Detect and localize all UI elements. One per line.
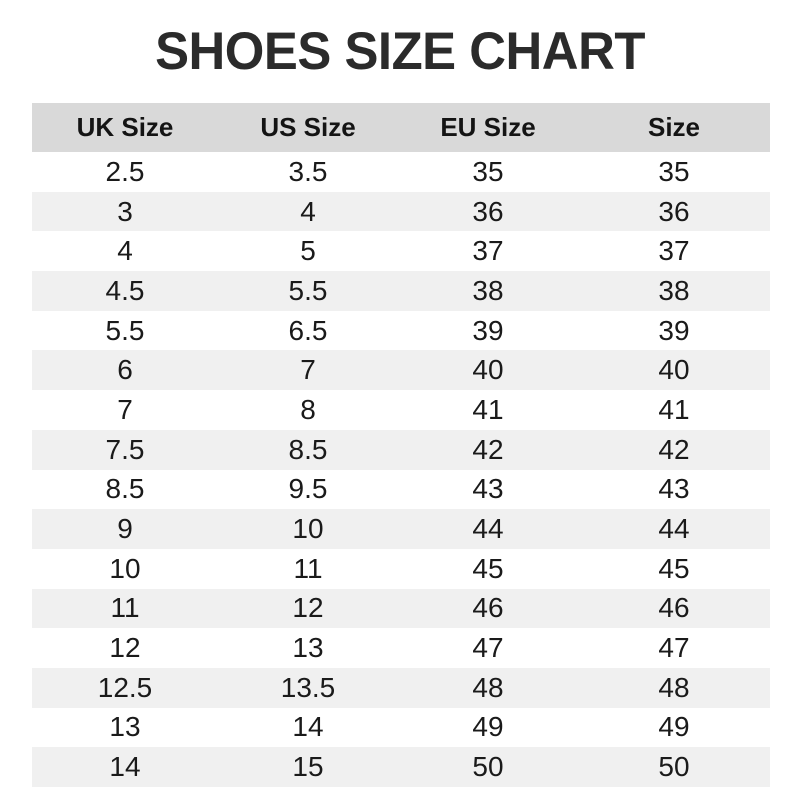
table-row: 12 13 47 47 [32, 628, 770, 668]
table-row: 7.5 8.5 42 42 [32, 429, 770, 470]
table-cell-size: 45 [658, 552, 690, 584]
table-cell-size: 35 [658, 155, 690, 187]
table-row: 3 4 36 36 [32, 191, 770, 232]
table-cell-us: 5 [300, 235, 316, 267]
table-row: 11 12 46 46 [32, 588, 770, 629]
table-cell-us: 3.5 [288, 155, 328, 187]
table-cell-uk: 6 [117, 354, 133, 386]
table-cell-uk: 4 [117, 235, 133, 267]
table-cell-uk: 11 [110, 592, 140, 624]
table-cell-size: 37 [658, 235, 690, 267]
table-cell-us: 9.5 [288, 473, 328, 505]
table-cell-size: 38 [658, 274, 690, 306]
table-row: 14 15 50 50 [32, 747, 770, 787]
column-header-us-size: US Size [260, 112, 356, 142]
table-cell-eu: 42 [472, 433, 504, 465]
table-cell-eu: 36 [472, 195, 504, 227]
table-cell-uk: 10 [109, 552, 141, 584]
page-title: SHOES SIZE CHART [155, 22, 645, 81]
table-cell-us: 8.5 [288, 433, 328, 465]
table-cell-uk: 7 [117, 393, 133, 425]
column-header-uk-size: UK Size [76, 112, 174, 142]
table-cell-uk: 14 [109, 751, 141, 783]
table-cell-eu: 47 [472, 632, 504, 664]
table-header-row: UK Size US Size EU Size Size [32, 103, 770, 152]
table-cell-size: 46 [658, 592, 690, 624]
table-cell-us: 13.5 [280, 671, 336, 703]
table-cell-size: 43 [658, 473, 690, 505]
table-cell-eu: 40 [472, 354, 504, 386]
table-cell-size: 49 [658, 711, 690, 743]
table-cell-eu: 44 [472, 513, 504, 545]
table-cell-us: 14 [292, 711, 324, 743]
column-header-size: Size [647, 112, 701, 142]
table-cell-eu: 49 [472, 711, 504, 743]
size-chart-table: UK Size US Size EU Size Size 2.5 3.5 35 35 3… [32, 103, 770, 787]
table-cell-uk: 8.5 [105, 473, 145, 505]
table-cell-us: 12 [292, 592, 324, 624]
table-cell-uk: 9 [117, 513, 133, 545]
table-cell-uk: 7.5 [105, 433, 145, 465]
table-cell-us: 7 [300, 354, 316, 386]
table-body: 2.5 3.5 35 35 3 4 36 36 4 5 37 37 4.5 5.5 38 38 5.5 6.5 39… [32, 152, 770, 787]
table-cell-size: 47 [658, 632, 690, 664]
table-cell-eu: 39 [472, 314, 504, 346]
table-cell-size: 39 [658, 314, 690, 346]
table-row: 13 14 49 49 [32, 707, 770, 748]
table-cell-us: 8 [300, 393, 316, 425]
table-row: 8.5 9.5 43 43 [32, 469, 770, 510]
table-cell-eu: 43 [472, 473, 504, 505]
table-cell-uk: 2.5 [105, 155, 145, 187]
table-cell-eu: 35 [472, 155, 504, 187]
table-cell-us: 15 [292, 751, 324, 783]
table-cell-size: 36 [658, 195, 690, 227]
table-cell-eu: 48 [472, 671, 504, 703]
table-cell-us: 11 [293, 552, 323, 584]
table-cell-eu: 41 [472, 393, 504, 425]
table-cell-uk: 13 [109, 711, 141, 743]
table-cell-us: 6.5 [288, 314, 328, 346]
table-cell-eu: 46 [472, 592, 504, 624]
table-cell-eu: 37 [472, 235, 504, 267]
table-cell-uk: 5.5 [105, 314, 145, 346]
table-cell-uk: 12 [109, 632, 141, 664]
table-cell-size: 50 [658, 751, 690, 783]
table-cell-us: 13 [292, 632, 324, 664]
table-cell-size: 48 [658, 671, 690, 703]
table-cell-us: 5.5 [288, 274, 328, 306]
table-cell-size: 44 [658, 513, 690, 545]
table-cell-eu: 38 [472, 274, 504, 306]
table-cell-eu: 45 [472, 552, 504, 584]
table-cell-uk: 12.5 [97, 671, 153, 703]
table-cell-uk: 4.5 [105, 274, 145, 306]
table-cell-uk: 3 [117, 195, 133, 227]
table-cell-size: 42 [658, 433, 690, 465]
table-row: 9 10 44 44 [32, 509, 770, 549]
table-row: 4.5 5.5 38 38 [32, 271, 770, 311]
table-row: 2.5 3.5 35 35 [32, 152, 770, 192]
table-cell-us: 10 [292, 513, 324, 545]
table-row: 10 11 45 45 [32, 548, 770, 589]
table-cell-eu: 50 [472, 751, 504, 783]
table-cell-size: 40 [658, 354, 690, 386]
table-cell-us: 4 [300, 195, 316, 227]
table-row: 7 8 41 41 [32, 390, 770, 430]
table-row: 5.5 6.5 39 39 [32, 310, 770, 351]
table-header: UK Size US Size EU Size Size [32, 103, 770, 152]
column-header-eu-size: EU Size [440, 112, 536, 142]
table-cell-size: 41 [658, 393, 690, 425]
table-row: 12.5 13.5 48 48 [32, 667, 770, 708]
table-row: 6 7 40 40 [32, 350, 770, 391]
table-row: 4 5 37 37 [32, 231, 770, 272]
